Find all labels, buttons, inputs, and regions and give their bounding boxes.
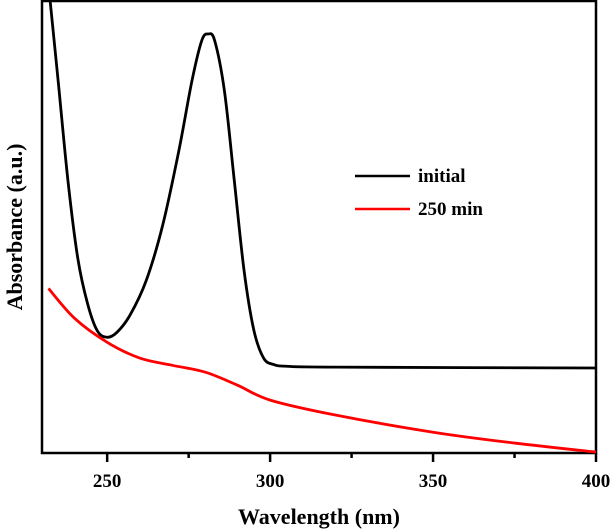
x-tick-label: 400 xyxy=(582,471,611,492)
x-tick-label: 350 xyxy=(419,471,448,492)
y-axis-title: Absorbance (a.u.) xyxy=(2,144,27,311)
x-axis-title: Wavelength (nm) xyxy=(238,504,400,529)
legend-label-initial: initial xyxy=(418,166,466,187)
x-tick-label: 250 xyxy=(93,471,122,492)
x-tick-label: 300 xyxy=(256,471,285,492)
series-line-initial xyxy=(48,0,597,370)
plot-frame xyxy=(40,0,598,455)
series-line-250-min xyxy=(47,287,597,454)
legend-label-250-min: 250 min xyxy=(418,199,483,220)
legend: initial 250 min xyxy=(355,166,483,220)
